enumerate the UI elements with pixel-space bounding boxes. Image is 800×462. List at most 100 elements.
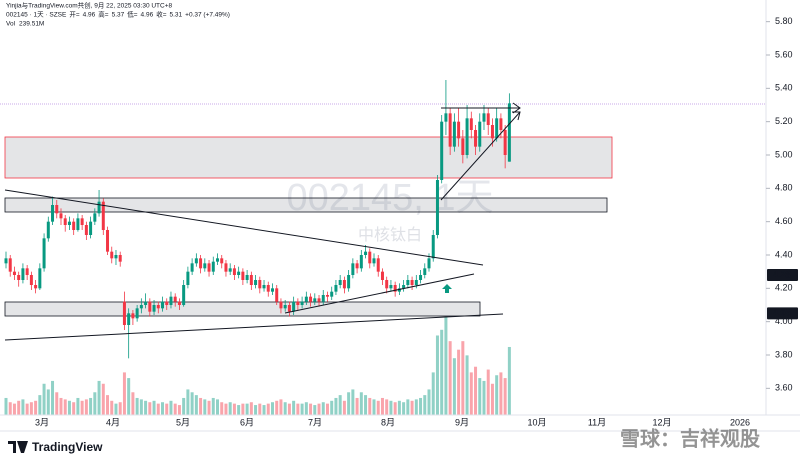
- volume-bar: [190, 392, 194, 415]
- candle-body: [139, 305, 143, 309]
- candle-body: [448, 113, 452, 147]
- y-tick-label: 3.60: [775, 383, 793, 393]
- volume-bar: [351, 389, 355, 415]
- candle-body: [46, 221, 50, 239]
- volume-bar: [503, 378, 507, 415]
- candle-body: [122, 301, 126, 325]
- candle-body: [262, 285, 266, 289]
- candle-body: [351, 263, 355, 275]
- volume-bar: [118, 402, 122, 415]
- candle-body: [482, 113, 486, 122]
- price-level-box: [767, 307, 798, 320]
- low-value: 4.96: [141, 12, 154, 19]
- candle-body: [469, 118, 473, 130]
- candle-body: [25, 268, 29, 275]
- volume-name: Vol: [6, 21, 16, 28]
- volume-bar: [254, 405, 258, 415]
- candle-body: [389, 285, 393, 289]
- volume-bar: [245, 403, 249, 415]
- volume-bar: [304, 402, 308, 415]
- candle-body: [156, 305, 160, 309]
- volume-bar: [55, 392, 59, 415]
- y-tick-label: 5.80: [775, 16, 793, 26]
- brand-logo: [8, 441, 28, 453]
- candle-body: [444, 113, 448, 122]
- candle-body: [321, 295, 325, 302]
- volume-bar: [203, 399, 207, 415]
- volume-bar: [279, 399, 283, 415]
- volume-bar: [59, 397, 63, 415]
- candle-body: [17, 275, 21, 280]
- volume-bar: [490, 383, 494, 415]
- candle-body: [440, 121, 444, 180]
- candle-body: [177, 301, 181, 305]
- volume-bar: [330, 400, 334, 415]
- candle-body: [42, 238, 46, 269]
- volume-bar: [89, 397, 93, 415]
- candle-body: [313, 298, 317, 302]
- volume-bar: [67, 400, 71, 415]
- volume-bar: [216, 399, 219, 415]
- y-tick-label: 4.80: [775, 183, 793, 193]
- volume-bar: [249, 402, 253, 415]
- volume-bar: [101, 383, 105, 415]
- volume-bar: [309, 403, 313, 415]
- candle-body: [80, 218, 84, 225]
- volume-bar: [237, 405, 241, 415]
- candle-body: [249, 275, 253, 285]
- volume-bar: [368, 397, 372, 415]
- candle-body: [148, 301, 152, 312]
- volume-bar: [106, 395, 110, 415]
- candle-body: [266, 285, 270, 292]
- volume-bar: [410, 400, 414, 415]
- volume-bar: [465, 355, 469, 415]
- candle-body: [207, 263, 211, 272]
- candle-body: [114, 255, 118, 259]
- volume-bar: [376, 400, 380, 415]
- candle-body: [478, 121, 482, 147]
- candle-body: [486, 113, 490, 125]
- symbol: 002145 · 1天 · SZSE: [6, 11, 67, 19]
- volume-bar: [397, 400, 401, 415]
- volume-bar: [486, 369, 490, 415]
- candle-body: [423, 268, 427, 275]
- candle-body: [216, 258, 219, 262]
- volume-bar: [46, 389, 50, 415]
- watermark-name: 中核钛白: [358, 226, 422, 244]
- candle-body: [232, 268, 236, 275]
- volume-bar: [72, 402, 76, 415]
- volume-bar: [12, 403, 16, 415]
- candle-body: [21, 268, 25, 280]
- volume-bar: [144, 400, 148, 415]
- volume-bar: [186, 389, 190, 415]
- candle-body: [72, 221, 76, 230]
- zone: [4, 197, 608, 213]
- candle-body: [495, 118, 499, 139]
- volume-bar: [220, 402, 224, 415]
- candle-body: [393, 285, 397, 292]
- open-value: 4.96: [83, 12, 96, 19]
- candle-body: [84, 225, 88, 235]
- credit: Yinjia与TradingView.com共创, 9月 22, 2025 03…: [6, 1, 173, 10]
- repost-mark: 雪球：吉祥观股: [620, 426, 760, 450]
- volume-bar: [461, 341, 465, 415]
- volume-bar: [169, 400, 173, 415]
- legend: 002145 · 1天 · SZSE 开= 4.96 高= 5.37 低= 4.96 收= 5.…: [6, 10, 230, 28]
- candle-body: [182, 285, 186, 305]
- volume-bar: [241, 403, 245, 415]
- candle-body: [283, 305, 287, 309]
- price-level-box: [767, 269, 798, 281]
- axes: 5.80 5.60 5.40 5.20 5.00 4.80 4.60 4.40 4.20 4.00…: [35, 16, 798, 427]
- candle-body: [503, 130, 507, 155]
- x-tick-label: 2026: [730, 417, 750, 427]
- candle-body: [211, 261, 215, 272]
- candle-body: [186, 271, 190, 285]
- candle-body: [144, 301, 148, 305]
- volume-bar: [389, 400, 393, 415]
- y-tick-label: 3.80: [775, 349, 793, 359]
- volume-bar: [321, 402, 325, 415]
- zone: [4, 301, 481, 317]
- candle-body: [402, 285, 406, 289]
- candle-body: [452, 121, 456, 147]
- volume-bar: [325, 403, 329, 415]
